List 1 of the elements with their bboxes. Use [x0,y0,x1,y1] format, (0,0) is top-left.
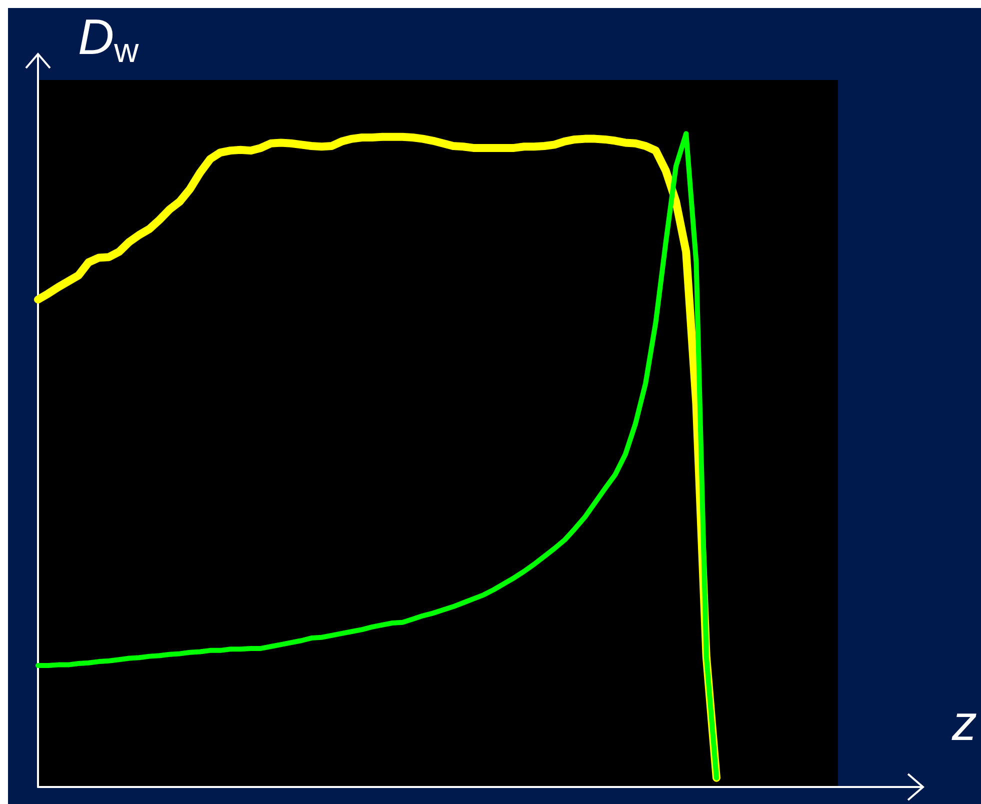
x-axis-title: z [951,695,977,751]
